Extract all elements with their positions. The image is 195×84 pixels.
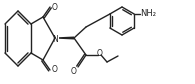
Polygon shape (59, 37, 74, 39)
Text: NH₂: NH₂ (140, 9, 156, 18)
Text: O: O (52, 66, 58, 75)
Text: O: O (71, 67, 77, 76)
Text: O: O (52, 3, 58, 12)
Text: N: N (52, 35, 58, 44)
Text: O: O (97, 49, 103, 58)
